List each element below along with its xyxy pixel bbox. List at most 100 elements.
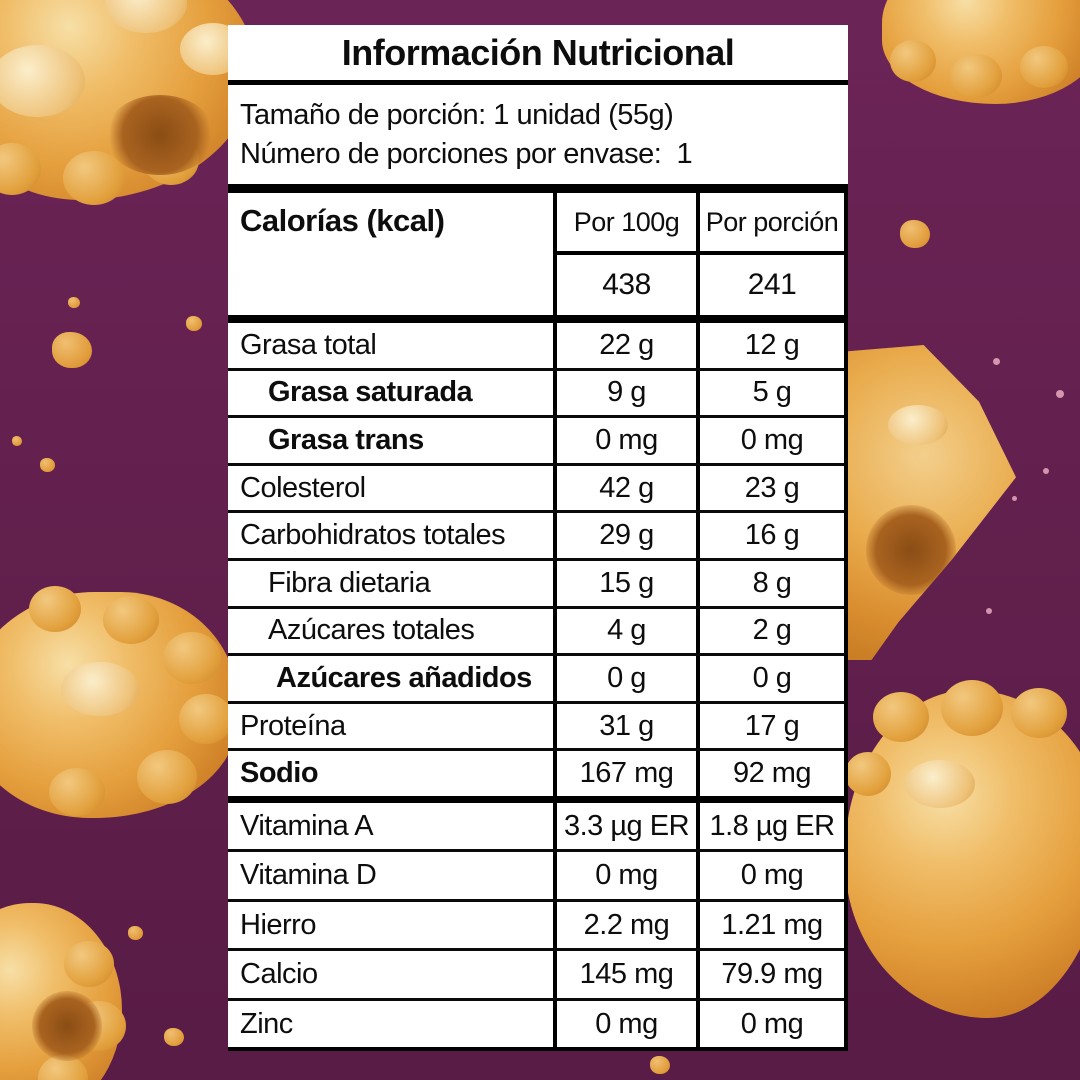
value-per-100g: 4 g (553, 608, 696, 654)
peanut-piece (0, 45, 85, 117)
serving-info-section: Tamaño de porción: 1 unidad (55g) Número… (228, 85, 848, 193)
table-row: Proteína 31 g 17 g (228, 703, 844, 752)
value-per-portion: 12 g (696, 323, 844, 368)
crumb (164, 1028, 184, 1046)
nutrient-name: Carbohidratos totales (240, 519, 506, 552)
value-per-100g: 145 mg (553, 951, 696, 998)
cookie-bump (941, 680, 1003, 736)
value-per-portion: 16 g (696, 513, 844, 558)
table-row: Carbohidratos totales 29 g 16 g (228, 513, 844, 561)
crumb (900, 220, 930, 248)
nutrient-name: Grasa saturada (268, 376, 473, 409)
table-row: Sodio 167 mg 92 mg (228, 751, 844, 796)
value-per-100g: 9 g (553, 370, 696, 416)
cookie-bump (873, 692, 929, 742)
label-title: Información Nutricional (341, 31, 735, 73)
cookie-photo-top-right (882, 0, 1080, 104)
table-row: Azúcares totales 4 g 2 g (228, 608, 844, 657)
cookie-bump (179, 694, 233, 744)
value-per-portion: 17 g (696, 703, 844, 749)
table-row: Grasa total 22 g 12 g (228, 323, 844, 371)
value-per-portion: 92 mg (696, 751, 844, 796)
crumb (68, 297, 80, 308)
peanut-piece (105, 0, 187, 33)
cookie-bump (1011, 688, 1067, 738)
nutrient-name: Sodio (240, 757, 319, 790)
value-per-100g: 0 mg (553, 852, 696, 899)
column-header-per-100g: Por 100g (553, 193, 696, 255)
value-per-portion: 2 g (696, 608, 844, 654)
cookie-bump (63, 151, 125, 205)
nutrient-name: Proteína (240, 709, 346, 742)
table-row: Zinc 0 mg 0 mg (228, 1000, 844, 1048)
cookie-bump (49, 768, 105, 816)
cookie-photo-bottom-left (0, 903, 126, 1080)
value-per-100g: 3.3 µg ER (553, 802, 696, 850)
calories-label: Calorías (kcal) (240, 203, 445, 238)
cookie-bump (1020, 46, 1068, 88)
cookie-bump (0, 143, 41, 195)
calories-per-100g-value: 438 (553, 255, 696, 315)
nutrient-name: Grasa total (240, 328, 377, 361)
nutrient-name: Zinc (240, 1007, 293, 1040)
crumb (186, 316, 202, 331)
value-per-portion: 79.9 mg (696, 951, 844, 998)
value-per-100g: 0 mg (553, 418, 696, 463)
cookie-shadow (32, 991, 102, 1061)
value-per-100g: 0 g (553, 656, 696, 701)
peanut-piece (888, 405, 948, 445)
micronutrients-table: Vitamina A 3.3 µg ER 1.8 µg ER Vitamina … (228, 802, 848, 1052)
table-row: Fibra dietaria 15 g 8 g (228, 560, 844, 609)
crumb (52, 332, 92, 368)
cookie-shadow (105, 95, 215, 175)
value-per-portion: 0 g (696, 656, 844, 701)
value-per-100g: 2.2 mg (553, 901, 696, 949)
nutrient-name: Calcio (240, 958, 318, 991)
column-header-per-portion: Por porción (696, 193, 844, 255)
table-row: Azúcares añadidos 0 g 0 g (228, 656, 844, 704)
speck (1056, 390, 1064, 398)
nutrient-name: Colesterol (240, 471, 366, 504)
cookie-photo-left-middle (0, 586, 237, 818)
table-row: Colesterol 42 g 23 g (228, 465, 844, 514)
value-per-100g: 0 mg (553, 1000, 696, 1048)
value-per-portion: 5 g (696, 370, 844, 416)
cookie-shadow (866, 505, 956, 595)
cookie-bump (950, 54, 1002, 98)
nutrient-name: Azúcares añadidos (276, 661, 532, 694)
value-per-portion: 0 mg (696, 852, 844, 899)
nutrient-name: Hierro (240, 908, 316, 941)
cookie-bump (29, 586, 81, 632)
value-per-100g: 42 g (553, 465, 696, 511)
speck (1043, 468, 1049, 474)
table-row: Vitamina D 0 mg 0 mg (228, 852, 844, 902)
cookie-bump (890, 40, 936, 82)
crumb (40, 458, 55, 472)
nutrient-name: Vitamina D (240, 859, 377, 892)
table-row: Calcio 145 mg 79.9 mg (228, 951, 844, 1001)
table-row: Hierro 2.2 mg 1.21 mg (228, 901, 844, 952)
nutrient-name: Azúcares totales (268, 614, 475, 647)
crumb (128, 926, 143, 940)
cookie-bump (163, 632, 221, 684)
table-row: Grasa saturada 9 g 5 g (228, 370, 844, 419)
value-per-100g: 29 g (553, 513, 696, 558)
table-row: Grasa trans 0 mg 0 mg (228, 418, 844, 466)
cookie-photo-bottom-right (845, 680, 1080, 1018)
crumb (650, 1056, 670, 1074)
value-per-100g: 15 g (553, 560, 696, 606)
crumb (12, 436, 22, 446)
value-per-portion: 0 mg (696, 418, 844, 463)
value-per-100g: 22 g (553, 323, 696, 368)
peanut-piece (61, 662, 139, 716)
value-per-portion: 8 g (696, 560, 844, 606)
speck (993, 358, 1000, 365)
cookie-photo-top-left (0, 0, 255, 205)
value-per-portion: 0 mg (696, 1000, 844, 1048)
label-title-section: Información Nutricional (228, 25, 848, 85)
servings-per-container-text: Número de porciones por envase: 1 (240, 138, 693, 170)
cookie-bump (137, 750, 197, 804)
peanut-piece (905, 760, 975, 808)
calories-per-portion-value: 241 (696, 255, 844, 315)
